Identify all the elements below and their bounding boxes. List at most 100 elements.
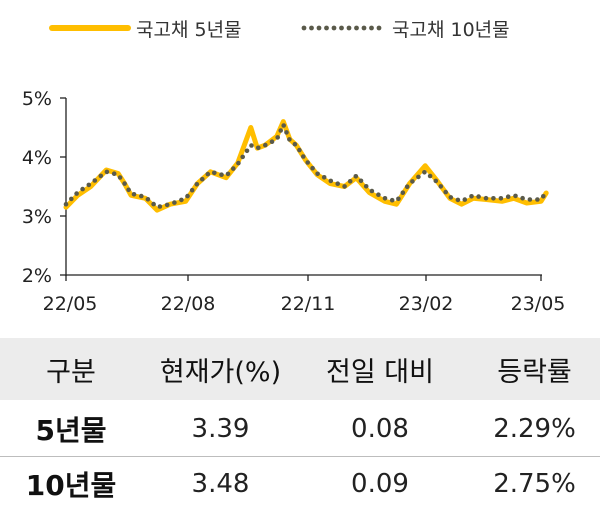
- series-point-10y: [410, 179, 415, 184]
- series-point-10y: [491, 196, 496, 201]
- y-tick-label: 5%: [22, 88, 52, 110]
- series-point-10y: [165, 203, 170, 208]
- series-point-10y: [139, 194, 144, 199]
- series-point-10y: [469, 194, 474, 199]
- series-point-10y: [322, 175, 327, 180]
- series-point-10y: [506, 194, 511, 199]
- series-point-10y: [172, 200, 177, 205]
- series-point-10y: [284, 130, 289, 135]
- series-point-10y: [256, 146, 261, 151]
- legend-dot: [354, 26, 359, 31]
- legend-dot: [369, 26, 374, 31]
- series-point-10y: [364, 184, 369, 189]
- series-point-10y: [212, 171, 217, 176]
- series-point-10y: [535, 197, 540, 202]
- series-point-10y: [105, 170, 110, 175]
- series-point-10y: [422, 170, 427, 175]
- series-point-10y: [434, 179, 439, 184]
- legend-dot: [339, 26, 344, 31]
- series-point-10y: [449, 195, 454, 200]
- series-point-10y: [231, 166, 236, 171]
- series-point-10y: [370, 189, 375, 194]
- series-point-10y: [206, 172, 211, 177]
- series-point-10y: [541, 194, 546, 199]
- legend-swatch-10y: [302, 26, 382, 31]
- series-point-10y: [520, 196, 525, 201]
- series-point-10y: [275, 135, 280, 140]
- series-point-10y: [64, 202, 69, 207]
- x-tick-label: 23/05: [511, 293, 566, 315]
- legend-dot: [324, 26, 329, 31]
- series-point-10y: [195, 182, 200, 187]
- series-point-10y: [342, 184, 347, 189]
- series-point-10y: [74, 191, 79, 196]
- series-point-10y: [416, 175, 421, 180]
- series-point-10y: [146, 197, 151, 202]
- yield-table: 구분 현재가(%) 전일 대비 등락률 5년물 3.39 0.08 2.29% …: [0, 338, 600, 511]
- x-axis: 22/05 22/08 22/11 23/02 23/05: [43, 275, 566, 315]
- series-point-10y: [93, 178, 98, 183]
- y-tick-label: 2%: [22, 265, 52, 287]
- series-point-10y: [236, 161, 241, 166]
- series-point-10y: [499, 196, 504, 201]
- legend-dot: [347, 26, 352, 31]
- series-point-10y: [354, 174, 359, 179]
- series-point-10y: [263, 143, 268, 148]
- series-point-10y: [335, 181, 340, 186]
- series-point-10y: [528, 197, 533, 202]
- legend-label-10y: 국고채 10년물: [392, 19, 510, 41]
- y-tick-label: 3%: [22, 206, 52, 228]
- series-point-10y: [80, 187, 85, 192]
- series-point-10y: [200, 177, 205, 182]
- series-line-5y: [66, 122, 546, 211]
- series-point-10y: [87, 183, 92, 188]
- y-axis: 5% 4% 3% 2%: [22, 88, 66, 287]
- series-point-10y: [122, 181, 127, 186]
- legend: 국고채 5년물 국고채 10년물: [52, 19, 510, 41]
- series-point-10y: [401, 190, 406, 195]
- table-row-label: 5년물: [0, 401, 142, 457]
- series-point-10y: [310, 166, 315, 171]
- series-point-10y: [281, 123, 286, 128]
- legend-dot: [377, 26, 382, 31]
- series-point-10y: [439, 184, 444, 189]
- legend-dot: [332, 26, 337, 31]
- series-point-10y: [226, 172, 231, 177]
- series-point-10y: [118, 175, 123, 180]
- table-cell-price: 3.48: [142, 457, 299, 511]
- series-point-10y: [301, 154, 306, 159]
- legend-dot: [362, 26, 367, 31]
- table-header-cell: 등락률: [461, 338, 600, 401]
- series-point-10y: [405, 184, 410, 189]
- table-cell-change: 0.08: [299, 401, 461, 457]
- series-point-10y: [383, 196, 388, 201]
- x-tick-label: 23/02: [399, 293, 454, 315]
- series-point-10y: [305, 160, 310, 165]
- bond-yield-chart: 국고채 5년물 국고채 10년물 5% 4% 3% 2% 22/05 22/08…: [0, 0, 600, 330]
- series-point-10y: [69, 197, 74, 202]
- series-point-10y: [179, 198, 184, 203]
- series-point-10y: [443, 190, 448, 195]
- table-header-cell: 구분: [0, 338, 142, 401]
- series-point-10y: [456, 198, 461, 203]
- series-point-10y: [329, 179, 334, 184]
- series-point-10y: [99, 174, 104, 179]
- x-tick-label: 22/08: [161, 293, 216, 315]
- series-point-10y: [185, 194, 190, 199]
- table-header-cell: 전일 대비: [299, 338, 461, 401]
- series-point-10y: [278, 128, 283, 133]
- series-point-10y: [297, 148, 302, 153]
- series-point-10y: [190, 188, 195, 193]
- series-point-10y: [245, 149, 250, 154]
- series-point-10y: [158, 204, 163, 209]
- table-header-cell: 현재가(%): [142, 338, 299, 401]
- legend-dot: [309, 26, 314, 31]
- series-point-10y: [513, 194, 518, 199]
- series-point-10y: [249, 143, 254, 148]
- series-point-10y: [315, 172, 320, 177]
- legend-label-5y: 국고채 5년물: [136, 19, 242, 41]
- series-point-10y: [293, 142, 298, 147]
- plot-area: [64, 122, 547, 211]
- series-point-10y: [270, 139, 275, 144]
- table-row: 10년물 3.48 0.09 2.75%: [0, 457, 600, 511]
